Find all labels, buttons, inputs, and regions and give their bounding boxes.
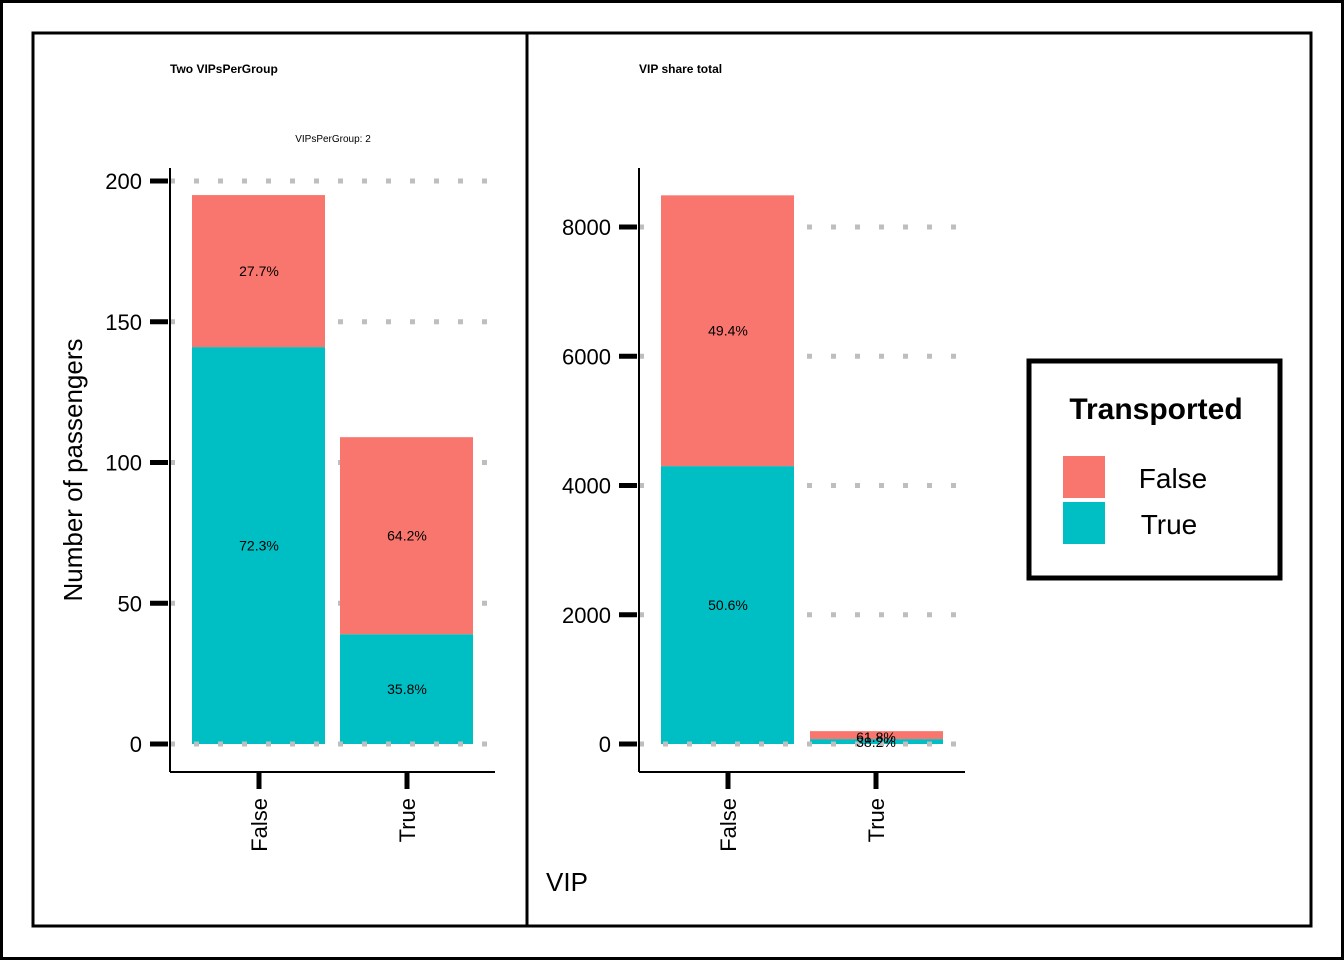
bar-false-false bbox=[661, 195, 794, 467]
legend-title: Transported bbox=[1069, 393, 1242, 426]
bar-false-false bbox=[192, 195, 325, 348]
bar-true-false bbox=[340, 437, 473, 635]
left-plot: 72.3% 27.7% 35.8% 64.2% 0 50 100 150 200 False Tru… bbox=[105, 168, 495, 852]
bar-label-true-true: 35.8% bbox=[387, 681, 427, 697]
bar-false-true bbox=[192, 347, 325, 744]
y-tick-label: 0 bbox=[599, 732, 611, 757]
x-tick-label-true: True bbox=[864, 798, 889, 842]
x-tick-label-false: False bbox=[716, 798, 741, 852]
legend-label-true: True bbox=[1141, 509, 1198, 540]
y-tick-label: 2000 bbox=[562, 603, 611, 628]
bar-label-false-true: 50.6% bbox=[708, 597, 748, 613]
bar-true-true bbox=[810, 739, 943, 744]
right-panel-title: VIP share total bbox=[639, 62, 722, 76]
y-tick-label: 4000 bbox=[562, 474, 611, 499]
bar-true-true bbox=[340, 634, 473, 744]
y-tick-label: 6000 bbox=[562, 344, 611, 369]
bar-label-false-true: 72.3% bbox=[239, 538, 279, 554]
legend-swatch-false bbox=[1063, 456, 1105, 498]
y-axis-title: Number of passengers bbox=[58, 338, 88, 601]
left-panel-strip-label: VIPsPerGroup: 2 bbox=[295, 134, 371, 145]
x-tick-label-true: True bbox=[395, 798, 420, 842]
legend-label-false: False bbox=[1139, 463, 1207, 494]
right-plot: 50.6% 49.4% 38.2%61.8% 0 2000 4000 6000 8000 Fal… bbox=[562, 168, 965, 852]
y-tick-label: 150 bbox=[105, 310, 142, 335]
y-tick-label: 100 bbox=[105, 451, 142, 476]
bar-label-true-false: 61.8% bbox=[856, 729, 896, 745]
legend: Transported False True bbox=[1026, 358, 1283, 581]
y-tick-label: 0 bbox=[130, 732, 142, 757]
x-tick-label-false: False bbox=[247, 798, 272, 852]
y-tick-label: 200 bbox=[105, 169, 142, 194]
bar-false-true bbox=[661, 466, 794, 744]
bar-label-true-true: 38.2% bbox=[856, 734, 896, 750]
bar-label-false-false: 49.4% bbox=[708, 323, 748, 339]
x-axis-title: VIP bbox=[546, 867, 588, 897]
legend-swatch-true bbox=[1063, 502, 1105, 544]
bar-label-true-false: 64.2% bbox=[387, 528, 427, 544]
bar-true-false bbox=[810, 731, 943, 740]
left-panel-title: Two VIPsPerGroup bbox=[170, 62, 278, 76]
y-tick-label: 50 bbox=[118, 591, 142, 616]
bar-label-false-false: 27.7% bbox=[239, 263, 279, 279]
right-panel-border bbox=[525, 31, 1313, 928]
y-tick-label: 8000 bbox=[562, 215, 611, 240]
